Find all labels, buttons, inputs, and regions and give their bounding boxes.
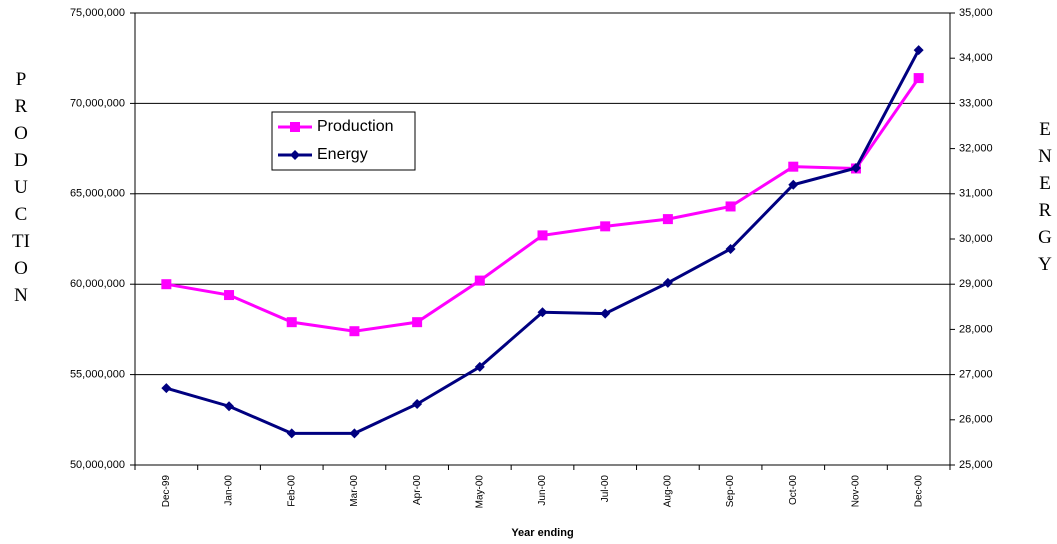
legend-marker [290, 122, 300, 132]
data-point [349, 428, 360, 439]
y2-tick-label: 35,000 [959, 7, 993, 19]
y-tick-label: 75,000,000 [70, 7, 125, 19]
data-point [349, 326, 360, 337]
legend-marker [290, 150, 300, 160]
data-point [474, 361, 485, 372]
data-point [286, 428, 297, 439]
y2-tick-label: 32,000 [959, 143, 993, 155]
data-point [725, 201, 736, 212]
x-tick-label: Apr-00 [412, 475, 423, 505]
y-tick-label: 70,000,000 [70, 97, 125, 109]
x-tick-label: Mar-00 [349, 475, 360, 507]
y2-tick-label: 34,000 [959, 52, 993, 64]
y2-tick-label: 29,000 [959, 278, 993, 290]
data-point [850, 163, 861, 174]
data-point [224, 290, 235, 301]
data-point [913, 73, 924, 84]
data-point [412, 317, 423, 328]
x-tick-label: Dec-99 [161, 475, 172, 508]
data-point [600, 308, 611, 319]
y-tick-label: 50,000,000 [70, 459, 125, 471]
y2-tick-label: 28,000 [959, 323, 993, 335]
data-point [412, 398, 423, 409]
y-tick-label: 60,000,000 [70, 278, 125, 290]
x-tick-label: Nov-00 [851, 475, 862, 508]
y-tick-label: 55,000,000 [70, 369, 125, 381]
data-point [537, 230, 548, 241]
data-point [913, 45, 924, 56]
y-tick-label: 65,000,000 [70, 188, 125, 200]
y2-tick-label: 25,000 [959, 459, 993, 471]
data-point [286, 317, 297, 328]
legend-box [271, 111, 416, 171]
data-point [161, 279, 172, 290]
data-point [537, 307, 548, 318]
y2-tick-label: 26,000 [959, 414, 993, 426]
data-point [662, 214, 673, 225]
data-point [788, 161, 799, 172]
x-tick-label: Jun-00 [537, 475, 548, 506]
y2-axis-title: ENERGY [1038, 119, 1052, 275]
x-tick-label: Oct-00 [788, 475, 799, 505]
y-axis-title: PRODUCTION [12, 69, 30, 306]
y2-tick-label: 30,000 [959, 233, 993, 245]
x-tick-label: May-00 [474, 475, 485, 509]
x-tick-label: Aug-00 [663, 475, 674, 508]
legend-label: Energy [317, 146, 368, 163]
x-tick-label: Jan-00 [224, 475, 235, 506]
y2-tick-label: 31,000 [959, 188, 993, 200]
series-line [165, 49, 920, 435]
x-tick-label: Feb-00 [286, 475, 297, 507]
y2-tick-label: 33,000 [959, 97, 993, 109]
x-axis-title: Year ending [511, 527, 573, 539]
data-point [474, 275, 485, 286]
x-tick-label: Jul-00 [600, 475, 611, 503]
data-point [224, 401, 235, 412]
data-point [600, 221, 611, 232]
data-point [725, 243, 736, 254]
legend-label: Production [317, 118, 394, 135]
data-point [788, 179, 799, 190]
y2-tick-label: 27,000 [959, 369, 993, 381]
x-tick-label: Sep-00 [725, 475, 736, 508]
x-tick-label: Dec-00 [913, 475, 924, 508]
data-point [662, 277, 673, 288]
data-point [161, 383, 172, 394]
